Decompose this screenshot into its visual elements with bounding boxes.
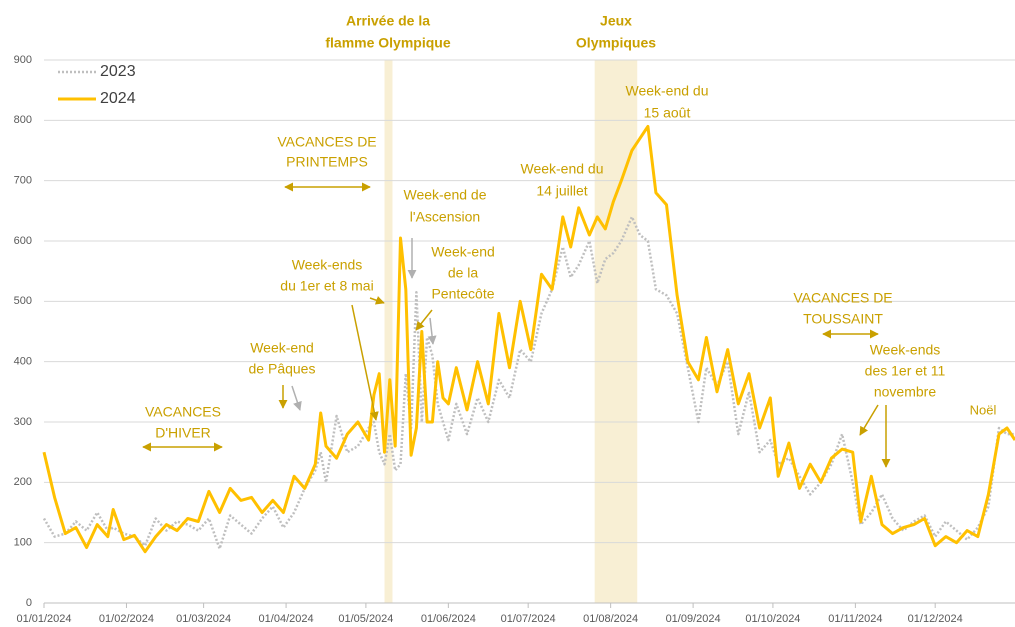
y-tick-label: 900 <box>14 54 32 66</box>
x-tick-label: 01/05/2024 <box>338 613 393 625</box>
x-tick-label: 01/08/2024 <box>583 613 638 625</box>
x-tick-label: 01/06/2024 <box>421 613 476 625</box>
annotation: Week-ends <box>870 342 941 358</box>
x-tick-label: 01/01/2024 <box>16 613 71 625</box>
y-tick-label: 400 <box>14 356 32 368</box>
x-tick-label: 01/11/2024 <box>828 613 882 625</box>
annotation: de Pâques <box>249 361 316 377</box>
annotation-arrow <box>415 309 433 331</box>
annotation: 14 juillet <box>536 183 587 199</box>
x-tick-label: 01/04/2024 <box>259 613 314 625</box>
annotation: Pentecôte <box>431 286 494 302</box>
annotation: VACANCES <box>145 404 221 420</box>
annotation: Week-end de <box>403 187 486 203</box>
annotation: Week-end du <box>625 83 708 99</box>
annotation: 15 août <box>644 105 691 121</box>
annotation: Week-end <box>431 244 495 260</box>
annotation: VACANCES DE <box>277 134 376 150</box>
legend-label: 2024 <box>100 90 136 107</box>
annotation-arrow <box>351 304 379 421</box>
line-series <box>42 124 1015 554</box>
y-tick-label: 300 <box>14 416 32 428</box>
annotation: novembre <box>874 384 936 400</box>
annotation-arrow <box>427 317 437 345</box>
annotation-arrow <box>369 296 385 305</box>
annotation: Week-ends <box>292 257 363 273</box>
y-tick-label: 700 <box>14 175 32 187</box>
annotation: PRINTEMPS <box>286 154 368 170</box>
annotation: l'Ascension <box>410 209 480 225</box>
annotation: du 1er et 8 mai <box>280 278 373 294</box>
annotation: VACANCES DE <box>793 290 892 306</box>
y-tick-label: 100 <box>14 537 32 549</box>
x-tick-label: 01/07/2024 <box>501 613 556 625</box>
y-tick-label: 200 <box>14 476 32 488</box>
annotation: Week-end du <box>520 161 603 177</box>
annotation: flamme Olympique <box>325 35 450 51</box>
annotation: Noël <box>970 402 997 417</box>
highlight-band <box>594 60 638 603</box>
annotation: D'HIVER <box>155 425 211 441</box>
annotation: Arrivée de la <box>346 13 430 29</box>
annotation: des 1er et 11 <box>865 363 946 379</box>
y-tick-label: 500 <box>14 295 32 307</box>
x-tick-label: 01/10/2024 <box>745 613 800 625</box>
annotation: TOUSSAINT <box>803 311 883 327</box>
annotation: Jeux <box>600 13 632 29</box>
y-tick-label: 800 <box>14 114 32 126</box>
x-tick-label: 01/09/2024 <box>666 613 721 625</box>
annotation-arrow <box>291 385 302 411</box>
line-series <box>42 215 1015 550</box>
x-tick-label: 01/03/2024 <box>176 613 231 625</box>
annotation: de la <box>448 265 479 281</box>
highlight-band <box>384 60 393 603</box>
y-tick-label: 600 <box>14 235 32 247</box>
x-tick-label: 01/02/2024 <box>99 613 154 625</box>
x-tick-label: 01/12/2024 <box>908 613 963 625</box>
legend-label: 2023 <box>100 63 136 80</box>
annotation: Week-end <box>250 340 314 356</box>
annotation-arrow <box>859 404 879 436</box>
y-tick-label: 0 <box>26 597 32 609</box>
annotation: Olympiques <box>576 35 656 51</box>
